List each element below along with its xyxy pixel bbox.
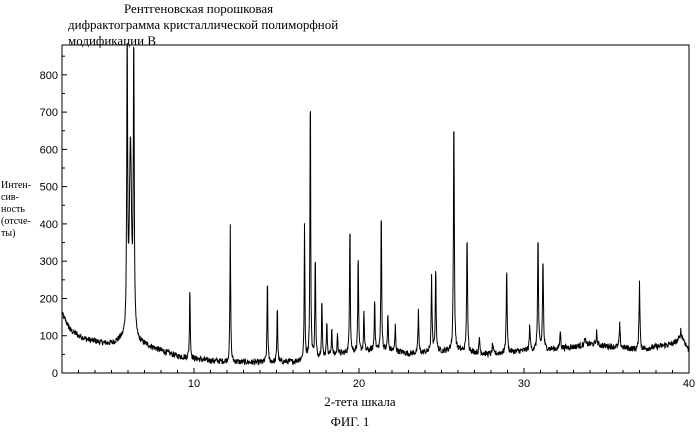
- y-tick-label: 0: [52, 368, 58, 380]
- x-tick-label: 40: [683, 378, 695, 390]
- x-tick-label: 20: [353, 378, 365, 390]
- x-tick-label: 10: [188, 378, 200, 390]
- y-tick-label: 100: [40, 331, 58, 343]
- diffraction-series: [62, 43, 689, 365]
- figure-label: ФИГ. 1: [300, 414, 400, 430]
- y-tick-label: 700: [40, 107, 58, 119]
- diffraction-curve: [62, 43, 689, 365]
- x-tick-label: 30: [518, 378, 530, 390]
- y-tick-label: 800: [40, 70, 58, 82]
- y-tick-label: 500: [40, 182, 58, 194]
- x-axis-label: 2-тета шкала: [300, 394, 420, 410]
- y-tick-label: 400: [40, 219, 58, 231]
- y-tick-label: 300: [40, 256, 58, 268]
- y-tick-label: 200: [40, 293, 58, 305]
- y-tick-label: 600: [40, 144, 58, 156]
